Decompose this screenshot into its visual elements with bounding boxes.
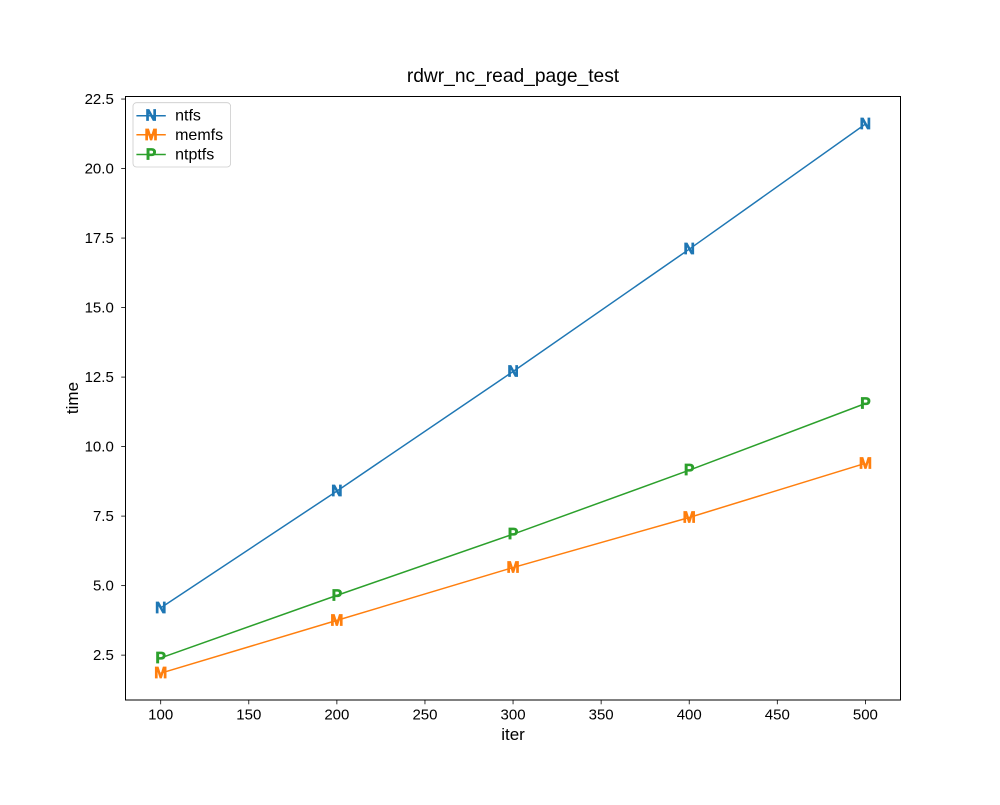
svg-text:N: N: [860, 116, 871, 133]
svg-text:M: M: [330, 612, 343, 629]
svg-text:P: P: [332, 587, 342, 604]
svg-text:ntptfs: ntptfs: [175, 147, 214, 164]
svg-text:400: 400: [677, 707, 702, 724]
svg-text:P: P: [860, 396, 870, 413]
svg-text:12.5: 12.5: [85, 369, 114, 386]
svg-text:500: 500: [853, 707, 878, 724]
svg-text:P: P: [146, 147, 156, 164]
svg-text:200: 200: [324, 707, 349, 724]
svg-text:P: P: [684, 462, 694, 479]
svg-text:N: N: [155, 600, 166, 617]
svg-text:17.5: 17.5: [85, 230, 114, 247]
svg-text:N: N: [145, 108, 156, 125]
svg-text:22.5: 22.5: [85, 91, 114, 108]
svg-text:10.0: 10.0: [85, 439, 114, 456]
svg-text:7.5: 7.5: [93, 508, 114, 525]
svg-text:15.0: 15.0: [85, 300, 114, 317]
svg-text:2.5: 2.5: [93, 647, 114, 664]
svg-text:P: P: [156, 650, 166, 667]
svg-text:memfs: memfs: [175, 127, 223, 144]
svg-text:ntfs: ntfs: [175, 108, 201, 125]
svg-text:20.0: 20.0: [85, 161, 114, 178]
svg-text:350: 350: [589, 707, 614, 724]
svg-text:rdwr_nc_read_page_test: rdwr_nc_read_page_test: [407, 66, 620, 87]
svg-text:N: N: [684, 241, 695, 258]
svg-text:M: M: [683, 510, 696, 527]
svg-text:100: 100: [148, 707, 173, 724]
svg-text:250: 250: [412, 707, 437, 724]
svg-text:iter: iter: [501, 725, 525, 744]
svg-text:M: M: [145, 127, 158, 144]
svg-text:450: 450: [765, 707, 790, 724]
svg-text:M: M: [507, 560, 520, 577]
svg-text:150: 150: [236, 707, 261, 724]
svg-text:M: M: [859, 455, 872, 472]
svg-text:M: M: [154, 665, 167, 682]
svg-text:N: N: [507, 364, 518, 381]
svg-text:5.0: 5.0: [93, 578, 114, 595]
svg-text:N: N: [331, 483, 342, 500]
svg-text:time: time: [63, 382, 82, 414]
svg-text:300: 300: [501, 707, 526, 724]
svg-text:P: P: [508, 526, 518, 543]
